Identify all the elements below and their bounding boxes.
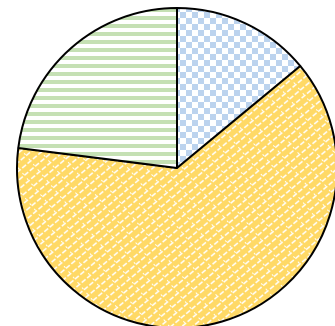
pie-slice-3 (18, 8, 177, 168)
pie-slices (17, 8, 335, 326)
